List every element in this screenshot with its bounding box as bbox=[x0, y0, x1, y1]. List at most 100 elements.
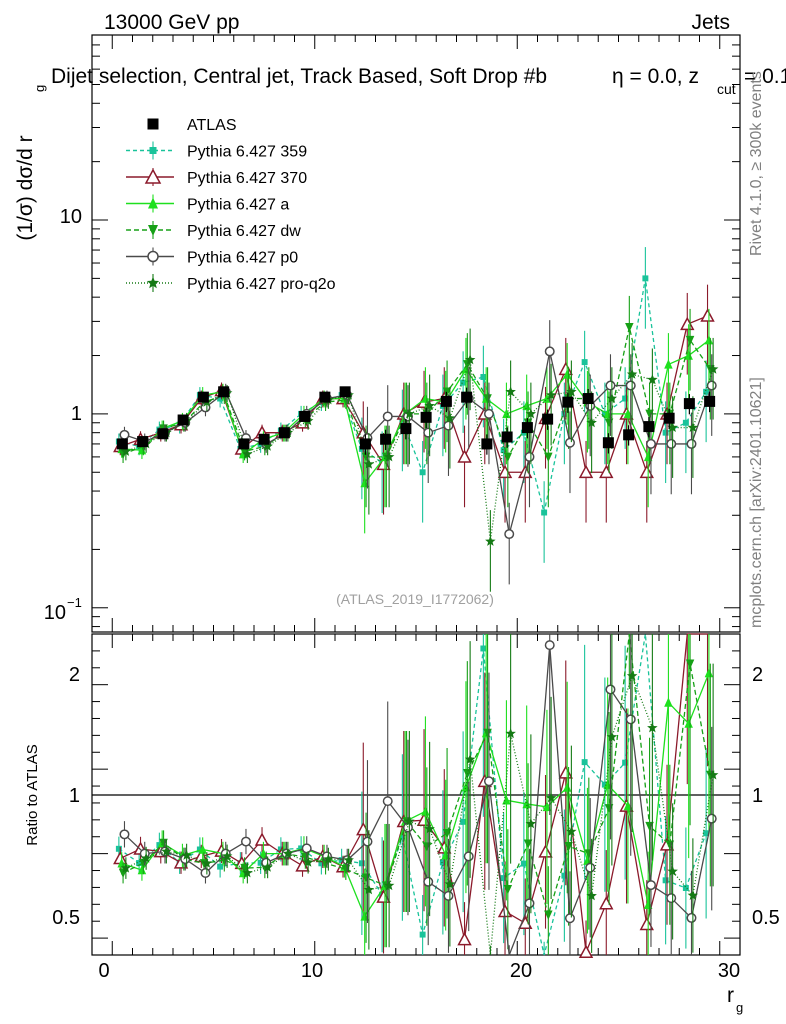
data-point-pythia-6-427-pro-q2o bbox=[586, 417, 597, 428]
ratio-point-pythia-6-427-a bbox=[562, 782, 572, 792]
data-point-pythia-6-427-a bbox=[562, 369, 572, 379]
ratio-line-pythia-6-427-p0 bbox=[124, 645, 713, 956]
data-point-atlas bbox=[440, 395, 452, 407]
data-point-atlas bbox=[380, 433, 392, 445]
data-point-pythia-6-427-pro-q2o bbox=[667, 422, 678, 432]
legend-label: ATLAS bbox=[187, 117, 237, 134]
ratio-point-pythia-6-427-p0 bbox=[362, 836, 373, 847]
ratio-point-pythia-6-427-a bbox=[542, 801, 552, 812]
series-atlas bbox=[116, 386, 716, 455]
x-axis-label: r bbox=[727, 984, 734, 1007]
ratio-point-pythia-6-427-pro-q2o bbox=[505, 728, 516, 739]
data-point-pythia-6-427-p0 bbox=[706, 380, 717, 391]
series-line-pythia-6-427-p0 bbox=[124, 351, 713, 535]
legend-marker bbox=[149, 147, 157, 154]
data-point-pythia-6-427-a bbox=[643, 451, 653, 462]
ratio-point-pythia-6-427-a bbox=[522, 798, 531, 809]
mcplots-source-label: mcplots.cern.ch [arXiv:2401.10621] bbox=[748, 377, 765, 628]
ratio-point-pythia-6-427-dw bbox=[361, 873, 371, 883]
ratio-point-pythia-6-427-p0 bbox=[483, 776, 494, 787]
data-point-atlas bbox=[218, 386, 230, 398]
legend-entry-atlas: ATLAS bbox=[147, 117, 237, 134]
data-point-pythia-6-427-dw bbox=[361, 452, 371, 463]
data-point-pythia-6-427-a bbox=[360, 477, 369, 488]
data-point-atlas bbox=[420, 411, 432, 423]
legend: ATLAS Pythia 6.427 359 Pythia 6.427 370 Pyt… bbox=[126, 117, 336, 293]
data-point-atlas bbox=[299, 410, 311, 422]
data-point-pythia-6-427-pro-q2o bbox=[566, 386, 577, 397]
data-point-atlas bbox=[683, 398, 695, 410]
ratio-point-pythia-6-427-a bbox=[643, 899, 653, 909]
ratio-point-pythia-6-427-dw bbox=[118, 868, 128, 879]
ratio-point-pythia-6-427-a bbox=[583, 855, 592, 865]
data-point-pythia-6-427-pro-q2o bbox=[606, 393, 618, 403]
ratio-point-pythia-6-427-dw bbox=[523, 839, 533, 849]
ratio-point-pythia-6-427-pro-q2o bbox=[626, 670, 638, 681]
y-axis-label-main-text: (1/σ) dσ/d r bbox=[14, 135, 37, 240]
series-pythia-6-427-pro-q2o bbox=[120, 328, 719, 592]
plot-title: Dijet selection, Central jet, Track Base… bbox=[51, 65, 547, 88]
data-point-pythia-6-427-a bbox=[522, 400, 531, 411]
legend-label: Pythia 6.427 pro-q2o bbox=[187, 276, 336, 293]
data-point-pythia-6-427-359 bbox=[581, 359, 588, 366]
main-ytick-label-0.1: 10 bbox=[44, 602, 66, 624]
ratio-point-pythia-6-427-359 bbox=[439, 859, 446, 866]
xtick-label-30: 30 bbox=[718, 960, 740, 982]
ratio-point-pythia-6-427-p0 bbox=[686, 912, 697, 923]
ratio-point-pythia-6-427-dw bbox=[483, 728, 492, 739]
data-point-pythia-6-427-pro-q2o bbox=[707, 363, 719, 374]
ratio-point-pythia-6-427-a bbox=[198, 844, 207, 854]
ratio-point-pythia-6-427-359 bbox=[581, 759, 588, 766]
data-point-atlas bbox=[582, 393, 594, 405]
ratio-point-pythia-6-427-pro-q2o bbox=[363, 884, 375, 895]
ratio-point-pythia-6-427-359 bbox=[115, 845, 122, 852]
ratio-point-pythia-6-427-pro-q2o bbox=[687, 890, 699, 900]
ratio-point-pythia-6-427-a bbox=[623, 800, 633, 811]
ratio-point-pythia-6-427-pro-q2o bbox=[201, 857, 213, 868]
main-plot-series bbox=[113, 247, 719, 592]
ratio-point-pythia-6-427-a bbox=[137, 864, 147, 875]
ratio-point-pythia-6-427-a bbox=[603, 779, 612, 789]
data-point-pythia-6-427-pro-q2o bbox=[687, 422, 699, 432]
ratio-point-pythia-6-427-p0 bbox=[524, 898, 535, 909]
legend-marker bbox=[147, 250, 159, 263]
ratio-point-pythia-6-427-p0 bbox=[605, 684, 616, 695]
data-point-atlas bbox=[339, 386, 351, 398]
ratio-point-pythia-6-427-pro-q2o bbox=[606, 731, 618, 742]
zcut-subscript: cut bbox=[717, 81, 736, 97]
data-point-atlas bbox=[157, 428, 169, 440]
ratio-point-pythia-6-427-a bbox=[461, 782, 471, 792]
ratio-point-pythia-6-427-pro-q2o bbox=[221, 850, 233, 861]
data-point-pythia-6-427-359 bbox=[662, 429, 669, 436]
data-point-atlas bbox=[258, 433, 270, 445]
ratio-ytick-label-1: 1 bbox=[69, 785, 80, 807]
ratio-point-pythia-6-427-pro-q2o bbox=[181, 849, 192, 860]
ratio-point-pythia-6-427-dw bbox=[503, 884, 513, 895]
data-point-pythia-6-427-dw bbox=[240, 447, 249, 457]
ratio-point-pythia-6-427-a bbox=[502, 795, 511, 805]
ratio-point-pythia-6-427-dw bbox=[685, 659, 695, 669]
ratio-point-pythia-6-427-pro-q2o bbox=[424, 823, 435, 834]
data-point-atlas bbox=[197, 391, 209, 403]
data-point-pythia-6-427-359 bbox=[480, 374, 487, 380]
data-point-atlas bbox=[501, 431, 513, 443]
ratio-point-pythia-6-427-a bbox=[259, 848, 268, 858]
xtick-label-10: 10 bbox=[301, 960, 323, 982]
data-point-pythia-6-427-p0 bbox=[625, 380, 636, 391]
ratio-point-pythia-6-427-p0 bbox=[240, 836, 251, 847]
data-point-pythia-6-427-pro-q2o bbox=[242, 448, 253, 459]
ratio-point-pythia-6-427-p0 bbox=[706, 813, 717, 824]
ratio-point-pythia-6-427-pro-q2o bbox=[667, 865, 678, 876]
ratio-point-pythia-6-427-359 bbox=[217, 863, 224, 870]
ratio-point-pythia-6-427-p0 bbox=[544, 640, 555, 651]
main-ytick-label-exponent: −1 bbox=[67, 595, 82, 610]
data-point-pythia-6-427-359 bbox=[419, 469, 426, 476]
data-point-pythia-6-427-359 bbox=[703, 388, 710, 395]
data-point-pythia-6-427-359 bbox=[622, 395, 629, 402]
ratio-series-pythia-6-427-359 bbox=[115, 633, 710, 956]
legend-entry-pythia-6-427-p0: Pythia 6.427 p0 bbox=[126, 247, 298, 267]
ratio-point-pythia-6-427-359 bbox=[318, 860, 325, 867]
ratio-point-pythia-6-427-359 bbox=[500, 875, 507, 882]
ratio-point-pythia-6-427-dw bbox=[665, 840, 675, 850]
